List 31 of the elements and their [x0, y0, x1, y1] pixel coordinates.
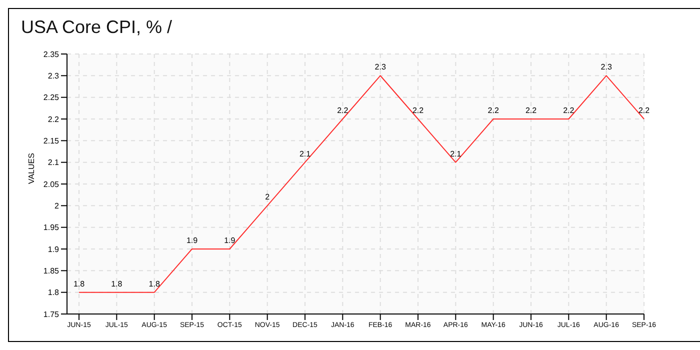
data-label: 1.8 [148, 279, 160, 288]
y-axis-title: VALUES [26, 153, 36, 184]
y-tick-label: 2.3 [48, 72, 60, 81]
y-tick-label: 2 [54, 202, 60, 211]
y-tick-label: 1.95 [43, 223, 60, 232]
y-tick-label: 2.25 [43, 93, 60, 102]
data-label: 1.8 [111, 279, 123, 288]
data-label: 2.3 [600, 62, 612, 72]
data-label: 2.2 [412, 106, 424, 115]
data-label: 2.2 [488, 106, 500, 115]
y-tick-label: 2.05 [43, 180, 60, 189]
data-label: 2.3 [374, 62, 386, 72]
y-tick-label: 2.2 [48, 114, 60, 124]
data-label: 2.1 [299, 149, 312, 158]
y-tick-label: 1.85 [43, 266, 60, 276]
y-tick-label: 1.8 [48, 288, 60, 298]
y-tick-label: 2.35 [43, 50, 60, 59]
data-label: 2.2 [525, 106, 538, 115]
y-tick-label: 2.15 [43, 136, 60, 146]
data-label: 2.2 [337, 106, 349, 115]
data-label: 2.2 [563, 106, 575, 115]
y-tick-label: 1.75 [43, 310, 60, 319]
chart-title: USA Core CPI, % / [21, 17, 172, 38]
data-label: 1.8 [73, 279, 86, 288]
data-label: 2.2 [638, 106, 650, 115]
data-label: 1.9 [224, 236, 236, 245]
y-tick-label: 1.9 [48, 244, 60, 254]
data-label: 2.1 [450, 149, 462, 158]
y-tick-label: 2.1 [48, 158, 60, 168]
data-label: 2 [265, 192, 270, 202]
data-label: 1.9 [186, 236, 198, 245]
